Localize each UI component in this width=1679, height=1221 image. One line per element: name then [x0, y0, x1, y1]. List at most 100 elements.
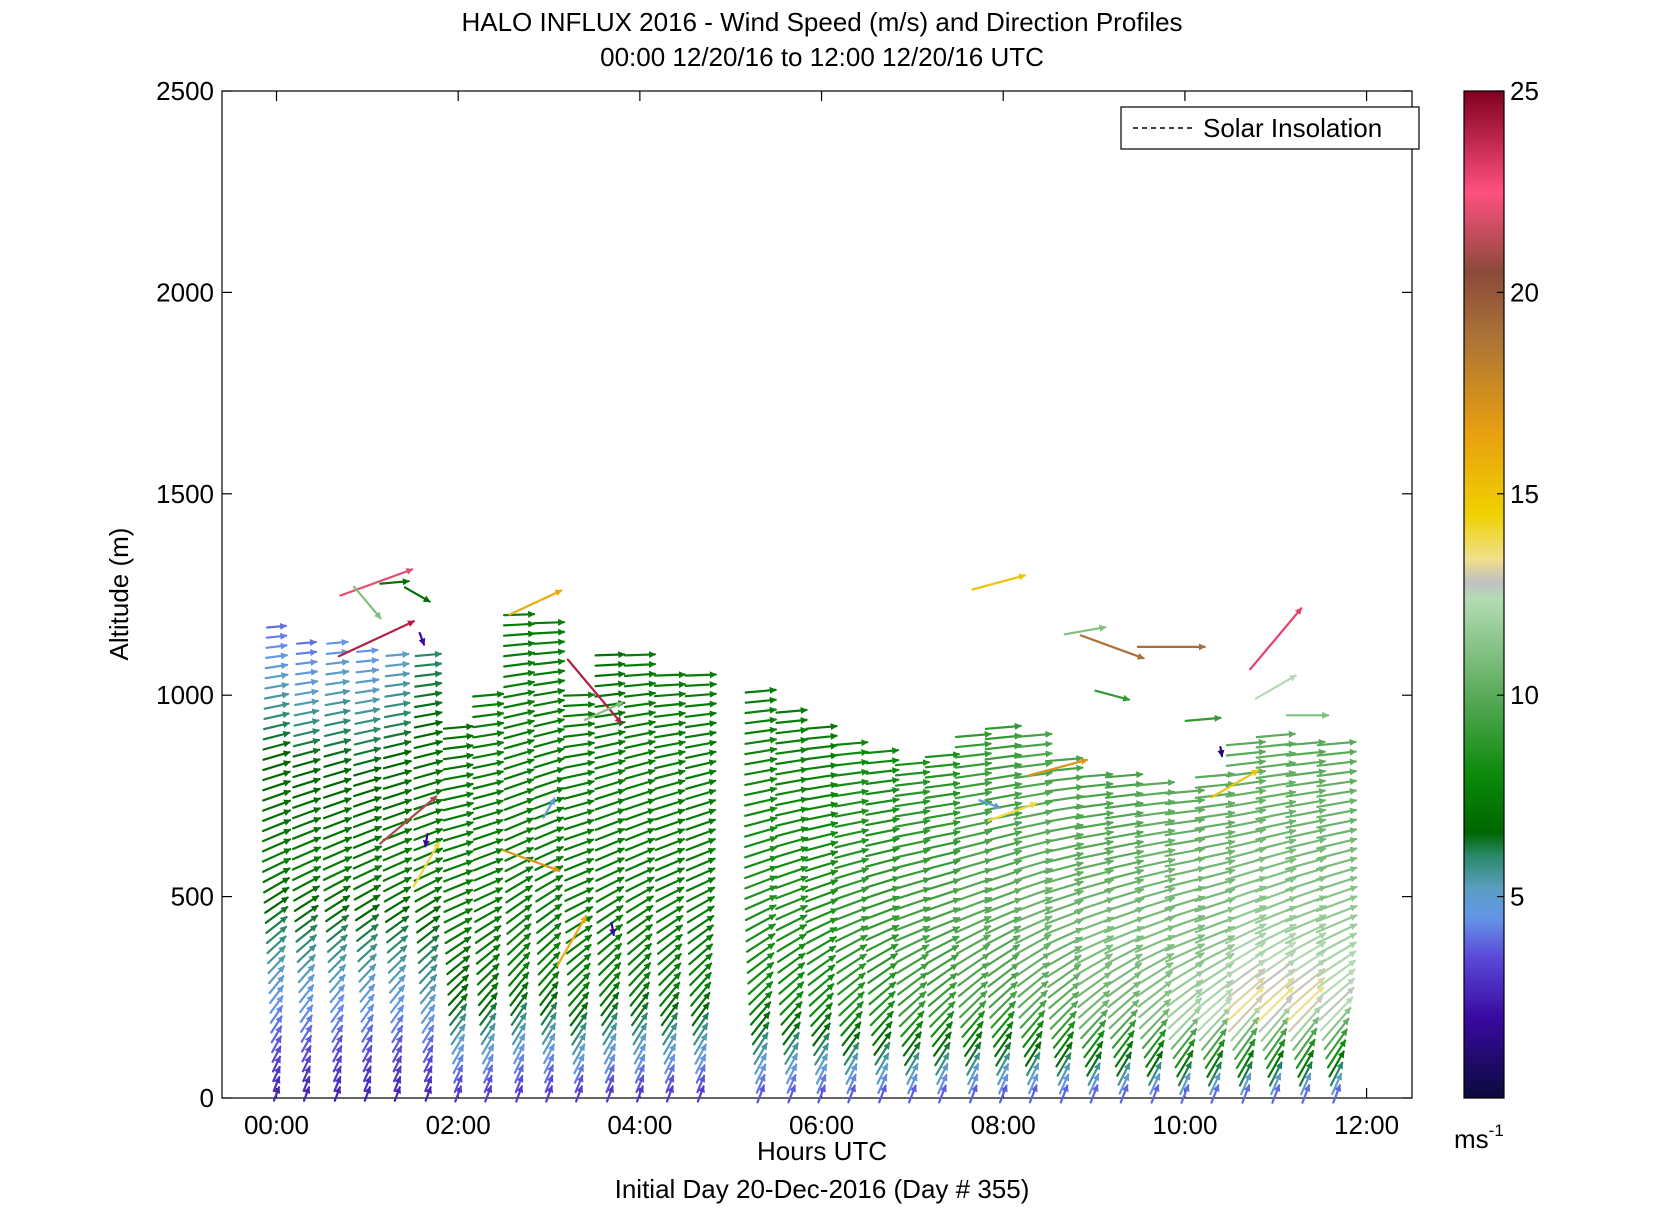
- wind-vector: [292, 767, 321, 779]
- wind-vector: [635, 1085, 644, 1103]
- wind-vector: [865, 836, 900, 847]
- wind-vector: [541, 1022, 557, 1045]
- wind-vector: [744, 776, 778, 787]
- wind-vector: [532, 658, 566, 666]
- wind-vector: [865, 776, 900, 786]
- wind-vector: [806, 945, 837, 966]
- wind-vector: [655, 877, 685, 892]
- wind-vector: [634, 1053, 646, 1075]
- wind-vector: [263, 691, 290, 700]
- wind-vector: [754, 1052, 768, 1075]
- wind-vector: [601, 1012, 618, 1036]
- wind-vector: [263, 876, 290, 894]
- wind-vector: [299, 1004, 314, 1024]
- wind-vector: [894, 818, 931, 828]
- wind-vector: [654, 857, 685, 872]
- wind-vector: [600, 991, 620, 1017]
- wind-vector: [563, 740, 595, 749]
- wind-vector: [804, 869, 839, 883]
- y-tick-label: 2000: [156, 277, 214, 307]
- wind-vector: [442, 791, 474, 802]
- wind-vector: [834, 758, 869, 767]
- wind-vector: [333, 1086, 342, 1102]
- wind-vector: [473, 857, 504, 872]
- wind-vector: [413, 876, 443, 893]
- wind-vector: [686, 905, 715, 924]
- wind-vector: [413, 857, 443, 872]
- wind-vector: [631, 1002, 649, 1027]
- wind-vector: [774, 885, 809, 900]
- wind-vector: [564, 905, 594, 924]
- wind-vector: [533, 707, 565, 718]
- wind-vector: [744, 875, 778, 890]
- wind-vector: [422, 1024, 435, 1044]
- wind-vector: [442, 762, 474, 771]
- wind-vector: [834, 837, 869, 849]
- wind-vector: [684, 759, 717, 770]
- colorbar: 5 10 15 20 25 ms-1: [1454, 76, 1539, 1154]
- wind-vector: [443, 907, 473, 924]
- wind-vector: [966, 1052, 981, 1076]
- wind-vector: [654, 769, 686, 780]
- wind-vector: [847, 1084, 856, 1104]
- wind-vector: [686, 886, 716, 903]
- wind-vector: [532, 648, 566, 656]
- wind-vector: [693, 1033, 708, 1056]
- wind-vector: [508, 961, 530, 987]
- wind-vector: [599, 981, 621, 1007]
- wind-vector: [834, 857, 869, 870]
- wind-vector: [691, 1002, 710, 1027]
- wind-vector: [474, 915, 502, 934]
- wind-vector: [353, 786, 382, 798]
- wind-vector: [353, 776, 382, 787]
- wind-vector: [474, 906, 503, 923]
- wind-vector-field: [261, 568, 1358, 1104]
- wind-vector: [325, 658, 350, 666]
- wind-vector: [353, 874, 382, 891]
- wind-vector: [533, 757, 565, 769]
- wind-vector: [325, 668, 350, 676]
- wind-vector: [384, 895, 411, 913]
- wind-vector: [894, 769, 931, 777]
- wind-vector: [300, 1014, 313, 1033]
- wind-vector: [506, 904, 533, 925]
- wind-vector: [414, 660, 443, 668]
- wind-vector: [594, 758, 626, 770]
- wind-vector: [360, 1014, 374, 1033]
- wind-vector: [869, 990, 896, 1016]
- wind-vector: [453, 1074, 463, 1094]
- wind-vector: [778, 981, 805, 1006]
- wind-vector: [844, 1052, 859, 1076]
- wind-vector: [356, 647, 379, 655]
- wind-vector: [937, 1073, 948, 1095]
- wind-vector: [472, 700, 505, 708]
- wind-vector: [654, 759, 686, 770]
- wind-vector: [775, 707, 808, 715]
- wind-vector: [695, 1053, 707, 1075]
- wind-vector: [568, 981, 590, 1007]
- wind-vector: [841, 1021, 862, 1047]
- wind-vector: [442, 742, 474, 751]
- wind-vector: [294, 914, 319, 933]
- wind-vector: [623, 700, 656, 709]
- wind-vector: [684, 720, 717, 729]
- wind-vector: [322, 816, 352, 830]
- wind-vector: [445, 945, 471, 965]
- wind-vector: [354, 706, 381, 715]
- wind-vector: [894, 857, 931, 870]
- wind-vector: [532, 628, 566, 636]
- wind-vector: [898, 1000, 926, 1028]
- wind-vector: [382, 769, 412, 780]
- wind-vector: [382, 857, 412, 872]
- wind-vector: [472, 720, 505, 729]
- wind-vector: [897, 972, 928, 996]
- wind-vector: [389, 974, 406, 994]
- wind-vector: [968, 1084, 978, 1104]
- wind-vector: [693, 1022, 709, 1046]
- wind-vector: [865, 757, 900, 765]
- wind-vector: [625, 866, 655, 882]
- wind-vector: [865, 924, 900, 942]
- x-axis-label: Hours UTC: [757, 1136, 887, 1166]
- wind-vector: [834, 876, 869, 891]
- wind-vector: [834, 925, 869, 943]
